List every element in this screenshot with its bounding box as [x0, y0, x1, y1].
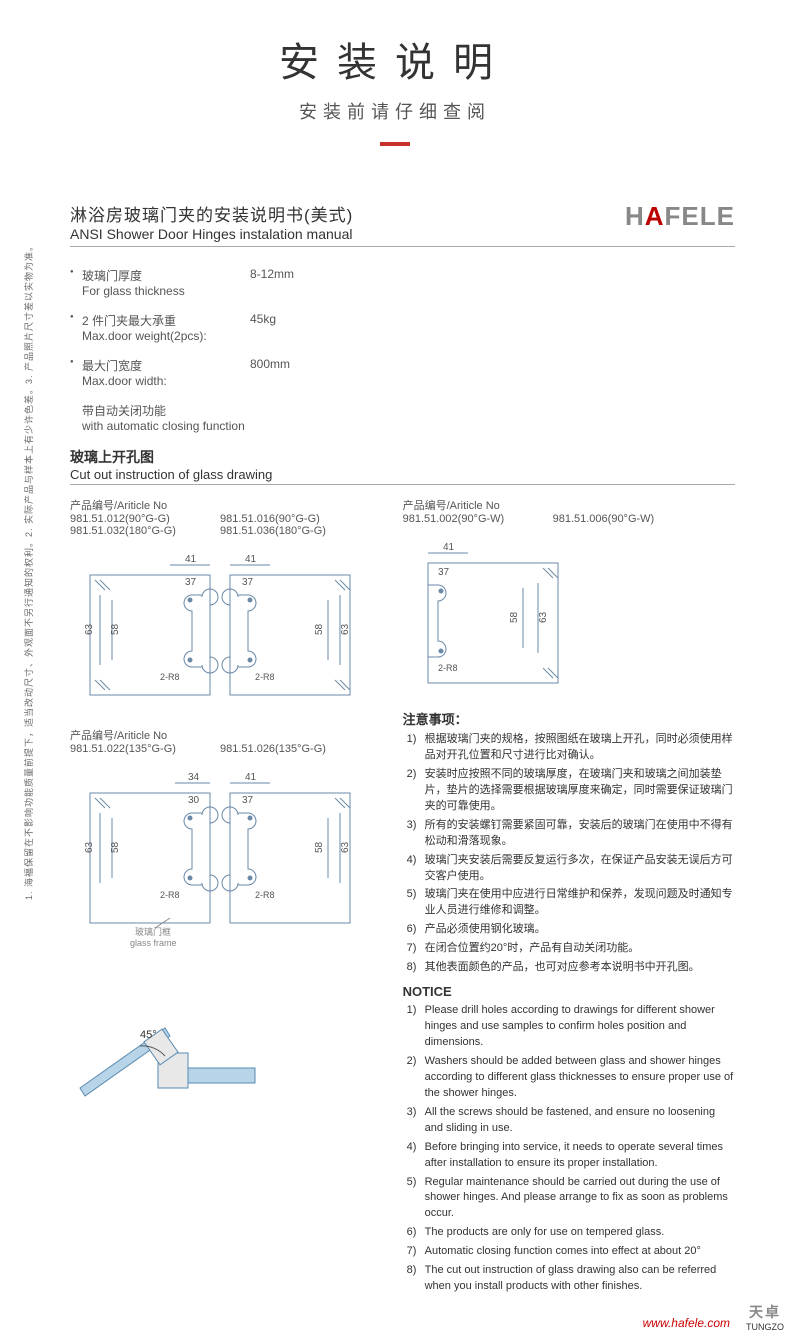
svg-text:glass frame: glass frame: [130, 938, 177, 948]
hafele-logo: HAFELE: [625, 201, 735, 232]
content-columns: 产品编号/Ariticle No 981.51.012(90°G-G)981.5…: [70, 497, 735, 1298]
article-no: 981.51.016(90°G-G): [220, 513, 370, 525]
article-no: 981.51.012(90°G-G): [70, 513, 220, 525]
cutout-diagram-2: 34 30 63 58 2-R8 41 37 58 63 2-R8: [70, 763, 393, 953]
spec-en: For glass thickness: [82, 284, 250, 298]
notice-item: The cut out instruction of glass drawing…: [425, 1263, 735, 1295]
spec-cn: 带自动关闭功能: [82, 402, 250, 419]
spec-val: 8-12mm: [250, 267, 294, 298]
manual-header: 淋浴房玻璃门夹的安装说明书(美式) ANSI Shower Door Hinge…: [70, 201, 735, 247]
article-label: 产品编号/Ariticle No: [403, 497, 735, 513]
notice-item: 玻璃门夹安装后需要反复运行多次，在保证产品安装无误后方可交客户使用。: [425, 853, 735, 885]
notice-list-en: 1)Please drill holes according to drawin…: [403, 1003, 735, 1295]
cutout-diagram-1: 41 37 63 58 2-R8 41 37 58: [70, 545, 393, 715]
footer-url: www.hafele.com: [643, 1316, 730, 1330]
side-disclaimer: 1. 海福保留在不影响功能质量前提下，适当改动尺寸、外观面不另行通知的权利。2.…: [22, 241, 35, 900]
article-no: 981.51.036(180°G-G): [220, 525, 370, 537]
svg-text:2-R8: 2-R8: [160, 890, 180, 900]
svg-text:41: 41: [443, 542, 455, 553]
svg-text:37: 37: [242, 577, 254, 588]
article-label: 产品编号/Ariticle No: [70, 727, 393, 743]
svg-text:63: 63: [538, 611, 549, 623]
article-no: 981.51.006(90°G-W): [553, 513, 703, 525]
svg-text:30: 30: [188, 795, 200, 806]
sub-title: 安装前请仔细查阅: [0, 98, 790, 124]
svg-text:37: 37: [185, 577, 197, 588]
cutout-title-cn: 玻璃上开孔图: [70, 447, 735, 467]
manual-title-en: ANSI Shower Door Hinges instalation manu…: [70, 226, 353, 242]
notice-title-cn: 注意事项：: [403, 709, 735, 728]
spec-cn: 玻璃门厚度: [82, 267, 250, 284]
svg-text:2-R8: 2-R8: [160, 672, 180, 682]
svg-text:58: 58: [110, 623, 121, 635]
svg-text:37: 37: [242, 795, 254, 806]
svg-text:63: 63: [84, 623, 95, 635]
spec-en: Max.door width:: [82, 374, 250, 388]
notice-item: Before bringing into service, it needs t…: [425, 1140, 735, 1172]
svg-text:玻璃门框: 玻璃门框: [135, 926, 171, 937]
svg-text:41: 41: [185, 554, 197, 565]
svg-text:2-R8: 2-R8: [438, 663, 458, 673]
article-no: 981.51.022(135°G-G): [70, 743, 220, 755]
svg-text:58: 58: [110, 841, 121, 853]
svg-text:41: 41: [245, 772, 257, 783]
svg-text:63: 63: [84, 841, 95, 853]
notice-item: Washers should be added between glass an…: [425, 1054, 735, 1102]
svg-text:37: 37: [438, 567, 450, 578]
notice-item: Please drill holes according to drawings…: [425, 1003, 735, 1051]
notice-item: 安装时应按照不同的玻璃厚度，在玻璃门夹和玻璃之间加装垫片，垫片的选择需要根据玻璃…: [425, 767, 735, 815]
svg-text:2-R8: 2-R8: [255, 672, 275, 682]
notice-item: 产品必须使用钢化玻璃。: [425, 922, 735, 938]
notice-item: Regular maintenance should be carried ou…: [425, 1175, 735, 1223]
notice-item: 其他表面颜色的产品，也可对应参考本说明书中开孔图。: [425, 960, 735, 976]
notice-item: 所有的安装螺钉需要紧固可靠，安装后的玻璃门在使用中不得有松动和滑落现象。: [425, 818, 735, 850]
spec-en: Max.door weight(2pcs):: [82, 329, 250, 343]
svg-text:58: 58: [509, 611, 520, 623]
page-header: 安装说明 安装前请仔细查阅: [0, 0, 790, 146]
left-column: 产品编号/Ariticle No 981.51.012(90°G-G)981.5…: [70, 497, 393, 1298]
svg-text:2-R8: 2-R8: [255, 890, 275, 900]
article-no: 981.51.002(90°G-W): [403, 513, 553, 525]
spec-val: 45kg: [250, 312, 276, 343]
svg-text:58: 58: [314, 623, 325, 635]
tungzo-logo: 天卓 TUNGZO: [746, 1302, 784, 1332]
notice-item: The products are only for use on tempere…: [425, 1225, 735, 1241]
svg-text:34: 34: [188, 772, 200, 783]
right-column: 产品编号/Ariticle No 981.51.002(90°G-W) 981.…: [403, 497, 735, 1298]
article-no: 981.51.032(180°G-G): [70, 525, 220, 537]
spec-cn: 最大门宽度: [82, 357, 250, 374]
angle-diagram: 45°: [70, 978, 393, 1118]
manual-body: 淋浴房玻璃门夹的安装说明书(美式) ANSI Shower Door Hinge…: [0, 146, 790, 1298]
spec-val: 800mm: [250, 357, 290, 388]
svg-text:41: 41: [245, 554, 257, 565]
notice-title-en: NOTICE: [403, 984, 735, 999]
notice-item: All the screws should be fastened, and e…: [425, 1105, 735, 1137]
notice-item: Automatic closing function comes into ef…: [425, 1244, 735, 1260]
notice-item: 在闭合位置约20°时，产品有自动关闭功能。: [425, 941, 735, 957]
spec-en: with automatic closing function: [82, 419, 250, 433]
spec-cn: 2 件门夹最大承重: [82, 312, 250, 329]
article-no: 981.51.026(135°G-G): [220, 743, 370, 755]
notice-list-cn: 1)根据玻璃门夹的规格，按照图纸在玻璃上开孔，同时必须使用样品对开孔位置和尺寸进…: [403, 732, 735, 976]
article-label: 产品编号/Ariticle No: [70, 497, 393, 513]
svg-text:63: 63: [340, 841, 351, 853]
notice-item: 玻璃门夹在使用中应进行日常维护和保养，发现问题及时通知专业人员进行维修和调整。: [425, 887, 735, 919]
specs-list: 玻璃门厚度For glass thickness8-12mm 2 件门夹最大承重…: [70, 267, 735, 433]
cutout-title-en: Cut out instruction of glass drawing: [70, 467, 735, 485]
cutout-diagram-3: 41 37 58 63 2-R8: [403, 533, 735, 703]
svg-text:63: 63: [340, 623, 351, 635]
manual-title-cn: 淋浴房玻璃门夹的安装说明书(美式): [70, 201, 353, 226]
main-title: 安装说明: [0, 30, 790, 88]
notice-item: 根据玻璃门夹的规格，按照图纸在玻璃上开孔，同时必须使用样品对开孔位置和尺寸进行比…: [425, 732, 735, 764]
svg-text:58: 58: [314, 841, 325, 853]
svg-text:45°: 45°: [140, 1029, 157, 1041]
